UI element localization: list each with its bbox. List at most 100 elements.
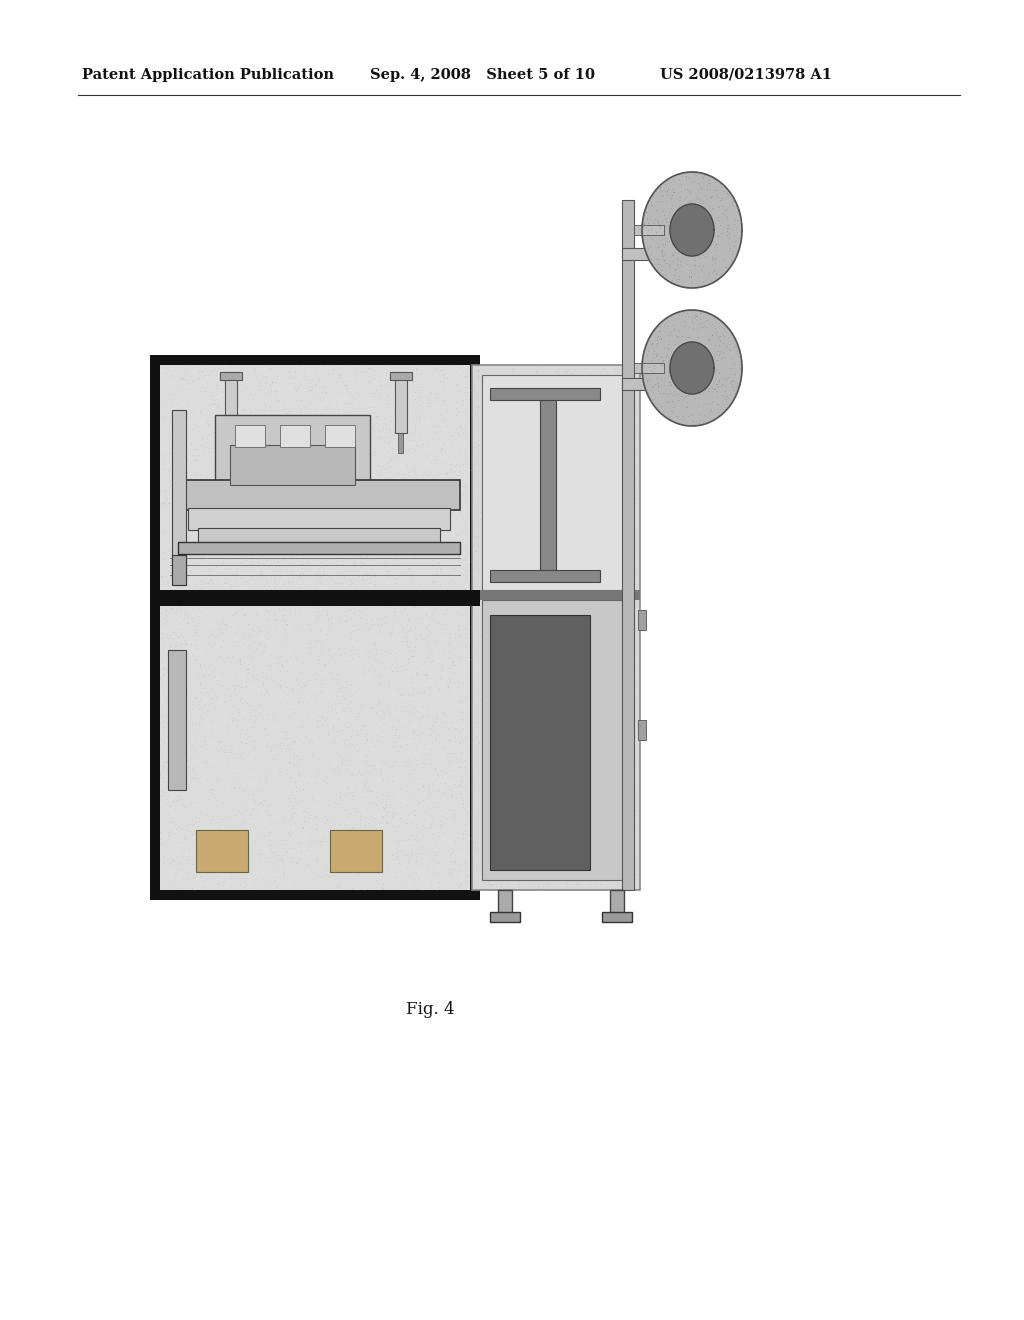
Point (537, 366, 553, 387)
Point (446, 807, 463, 828)
Point (322, 851, 338, 873)
Point (352, 722, 369, 743)
Point (257, 718, 273, 739)
Point (680, 360, 696, 381)
Point (171, 785, 187, 807)
Point (365, 594, 381, 615)
Point (662, 405, 678, 426)
Point (239, 366, 255, 387)
Point (452, 433, 468, 454)
Point (156, 719, 172, 741)
Point (684, 380, 700, 401)
Point (493, 507, 509, 528)
Point (462, 648, 478, 669)
Point (170, 652, 186, 673)
Point (335, 478, 351, 499)
Point (474, 397, 490, 418)
Point (677, 276, 693, 297)
Point (368, 817, 384, 838)
Point (259, 803, 275, 824)
Point (514, 540, 530, 561)
Point (295, 733, 311, 754)
Point (356, 655, 373, 676)
Point (483, 466, 500, 487)
Point (155, 708, 171, 729)
Point (375, 609, 391, 630)
Point (453, 742, 469, 763)
Point (689, 180, 706, 201)
Point (331, 814, 347, 836)
Point (544, 733, 560, 754)
Point (498, 742, 514, 763)
Point (517, 854, 534, 875)
Point (364, 755, 380, 776)
Point (548, 372, 564, 393)
Point (217, 375, 233, 396)
Point (616, 404, 633, 425)
Point (328, 499, 344, 520)
Point (605, 653, 622, 675)
Point (271, 411, 288, 432)
Point (572, 664, 589, 685)
Point (623, 519, 639, 540)
Point (201, 492, 217, 513)
Point (604, 480, 621, 502)
Point (673, 345, 689, 366)
Point (609, 556, 626, 577)
Point (230, 772, 247, 793)
Point (161, 660, 177, 681)
Point (420, 529, 436, 550)
Point (357, 816, 374, 837)
Point (536, 821, 552, 842)
Point (172, 556, 188, 577)
Point (290, 568, 306, 589)
Point (568, 858, 585, 879)
Point (176, 776, 193, 797)
Point (290, 624, 306, 645)
Point (541, 758, 557, 779)
Point (325, 442, 341, 463)
Point (537, 385, 553, 407)
Point (700, 261, 717, 282)
Point (173, 381, 189, 403)
Point (727, 231, 743, 252)
Point (513, 842, 529, 863)
Point (401, 529, 418, 550)
Point (154, 494, 170, 515)
Point (643, 249, 659, 271)
Point (313, 842, 330, 863)
Point (458, 440, 474, 461)
Point (264, 689, 281, 710)
Point (285, 458, 301, 479)
Point (468, 553, 484, 574)
Point (509, 374, 525, 395)
Point (255, 866, 271, 887)
Point (517, 392, 534, 413)
Point (428, 554, 444, 576)
Point (388, 847, 404, 869)
Point (671, 265, 687, 286)
Point (580, 570, 596, 591)
Point (355, 360, 372, 381)
Point (594, 579, 610, 601)
Point (190, 520, 207, 541)
Point (513, 540, 529, 561)
Point (490, 532, 507, 553)
Point (689, 272, 706, 293)
Point (410, 793, 426, 814)
Point (596, 525, 612, 546)
Point (513, 498, 529, 519)
Point (169, 475, 185, 496)
Point (246, 789, 262, 810)
Point (193, 396, 209, 417)
Point (179, 684, 196, 705)
Point (281, 457, 297, 478)
Point (199, 681, 215, 702)
Point (183, 644, 200, 665)
Point (185, 690, 202, 711)
Point (573, 556, 590, 577)
Point (558, 768, 574, 789)
Point (349, 533, 366, 554)
Point (582, 587, 598, 609)
Point (284, 808, 300, 829)
